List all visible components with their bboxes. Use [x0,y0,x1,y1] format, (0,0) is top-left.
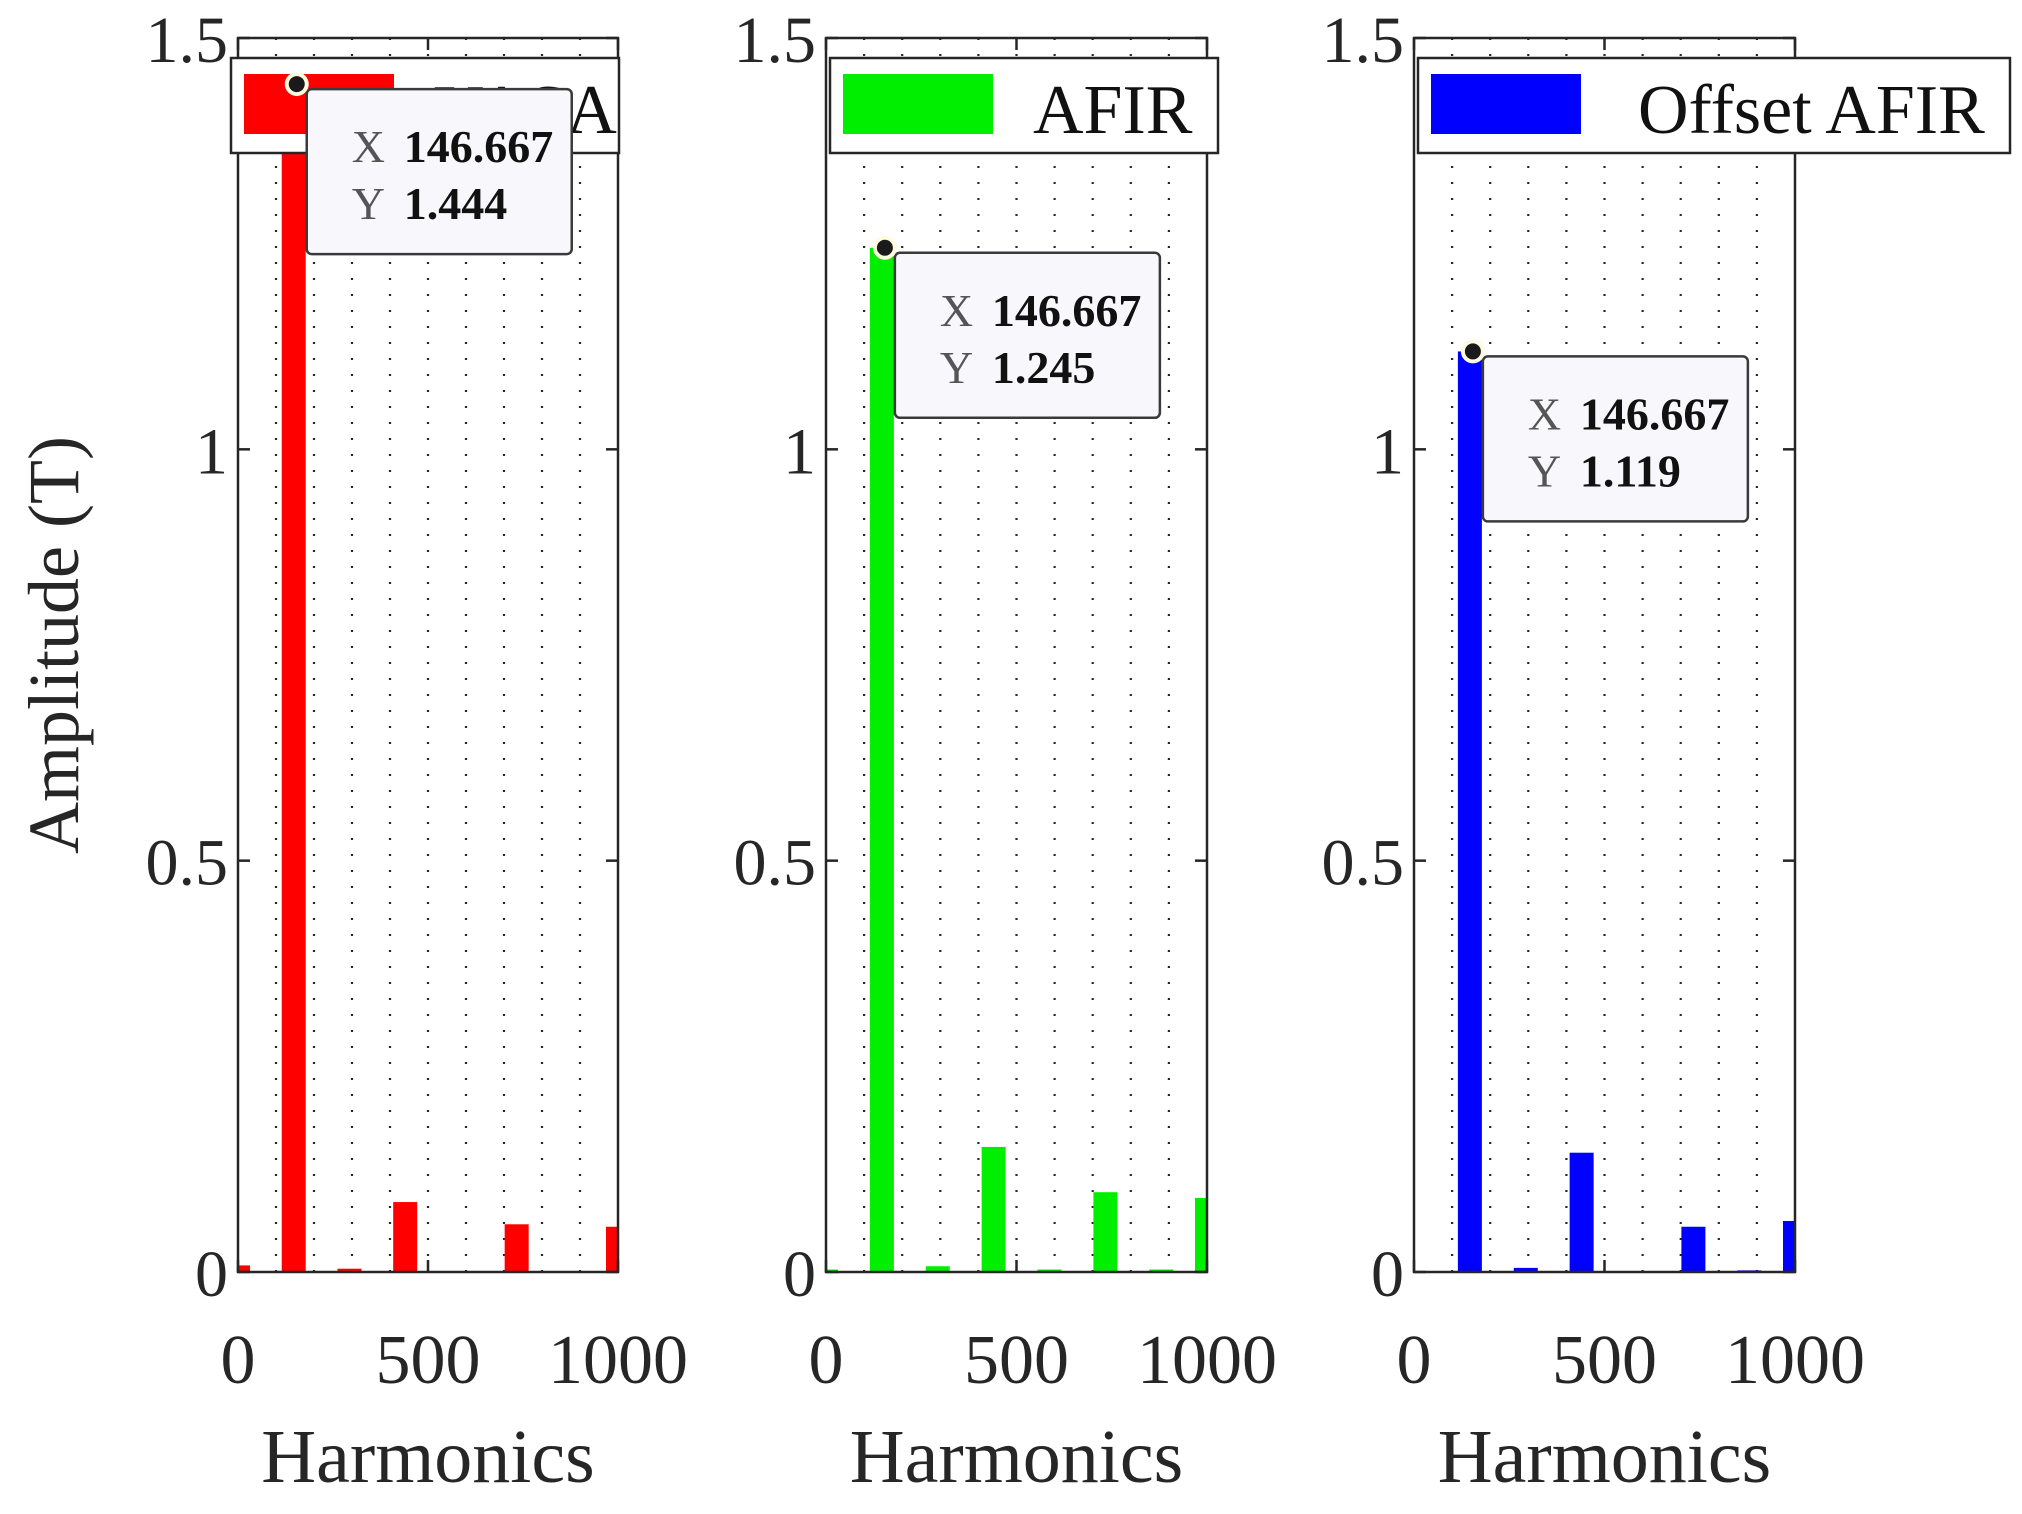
datatip-marker [876,239,893,256]
subplot-afir: 0 0.5 1 1.5 0 500 1000 Harmonics AFIR X 146.667 Y 1.… [734,4,1278,1499]
x-tick-label: 500 [376,1322,481,1399]
y-tick-label: 1.5 [146,4,229,77]
x-tick-label: 1000 [1725,1322,1865,1399]
y-axis-label: Amplitude (T) [14,436,94,854]
y-tick-label: 0.5 [1322,827,1405,900]
x-axis-label: Harmonics [261,1415,594,1499]
y-tick-label: 0 [195,1238,228,1311]
datatip-key: Y [1528,445,1561,496]
y-tick-label: 0.5 [734,827,817,900]
datatip-key: X [352,121,385,172]
x-tick-label: 1000 [548,1322,688,1399]
x-axis: 0 500 1000 [809,38,1277,1399]
bar [393,1202,418,1272]
datatip-key: X [940,285,973,336]
x-tick-label: 0 [1397,1322,1432,1399]
bar [1195,1197,1207,1272]
bar [1681,1226,1706,1272]
x-tick-label: 0 [809,1322,844,1399]
y-tick-label: 0 [783,1238,816,1311]
datatip-box [893,251,1162,420]
y-tick-label: 1 [783,415,816,488]
axes-box [236,36,620,1274]
datatip-key: X [1528,388,1561,439]
bar [925,1266,950,1272]
datatip-box [305,87,573,256]
axes-box [824,36,1209,1274]
bar [1457,351,1482,1272]
bar [606,1226,618,1272]
x-tick-label: 0 [221,1322,256,1399]
x-axis: 0 500 1000 [1397,38,1865,1399]
subplot-offset-afir: 0 0.5 1 1.5 0 500 1000 Harmonics Offset AFIR X 146… [1322,4,2012,1499]
datatip-box [1481,355,1750,523]
bars [826,247,1207,1272]
x-axis-label: Harmonics [850,1415,1183,1499]
bar [504,1224,529,1272]
legend-swatch [843,74,993,134]
datatip-key: Y [352,178,385,229]
datatip-key: Y [940,342,973,393]
x-tick-label: 500 [964,1322,1069,1399]
x-tick-label: 1000 [1137,1322,1277,1399]
datatip-marker [1464,343,1481,360]
datatip-value: 1.444 [404,178,508,229]
legend[interactable]: Offset AFIR [1416,56,2012,155]
x-axis: 0 500 1000 [221,38,688,1399]
bar [1783,1220,1795,1272]
datatip-value: 146.667 [404,121,554,172]
bar [869,247,894,1272]
y-axis: 0 0.5 1 1.5 [734,4,1207,1311]
datatip-value: 146.667 [992,285,1142,336]
datatip[interactable]: X 146.667 Y 1.119 [1460,339,1750,523]
datatip-value: 1.245 [992,342,1096,393]
datatip-marker [288,76,305,93]
chart-panels: 00.511.505001000HarmonicsYASAX146.667Y1.… [146,4,2012,1499]
legend-swatch [1431,74,1581,134]
bar [1569,1152,1594,1272]
y-axis: 0 0.5 1 1.5 [1322,4,1795,1311]
y-tick-label: 0 [1371,1238,1404,1311]
datatip[interactable]: X 146.667 Y 1.444 [284,72,573,256]
x-axis-label: Harmonics [1438,1415,1771,1499]
y-axis: 0 0.5 1 1.5 [146,4,618,1311]
bar [981,1146,1006,1272]
bars [1414,351,1795,1273]
bar [281,84,306,1272]
y-tick-label: 0.5 [146,827,229,900]
bar [1093,1192,1118,1272]
y-tick-label: 1.5 [734,4,817,77]
legend-label: Offset AFIR [1638,72,1985,149]
y-tick-label: 1 [1371,415,1404,488]
bar [337,1268,362,1272]
datatip-value: 146.667 [1580,388,1730,439]
bar [1513,1267,1538,1272]
bars [238,84,618,1273]
datatip[interactable]: X 146.667 Y 1.245 [872,235,1162,420]
y-tick-label: 1 [195,415,228,488]
datatip-value: 1.119 [1580,445,1681,496]
legend-label: AFIR [1033,72,1193,149]
y-tick-label: 1.5 [1322,4,1405,77]
legend[interactable]: AFIR [828,56,1220,155]
x-tick-label: 500 [1552,1322,1657,1399]
subplot-yasa: 00.511.505001000HarmonicsYASAX146.667Y1.… [146,4,689,1499]
bar [238,1265,250,1272]
axes-box [1412,36,1797,1274]
